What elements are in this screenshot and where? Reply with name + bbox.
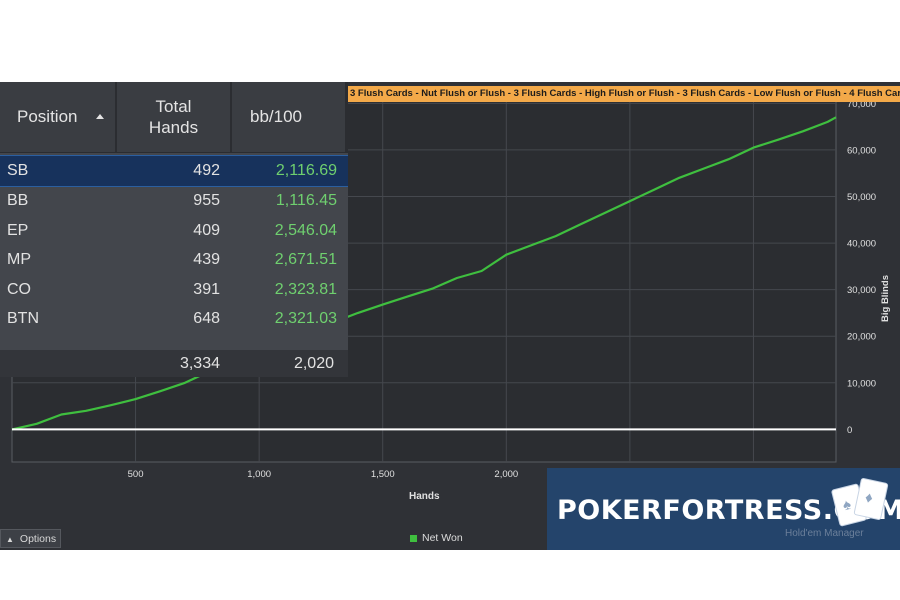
table-header: Position Total Hands bb/100	[0, 82, 348, 153]
cell-total-hands: 439	[193, 251, 220, 269]
column-header-position-label: Position	[17, 107, 78, 126]
cell-bb100: 2,116.69	[275, 161, 337, 179]
table-row[interactable]: SB 492 2,116.69	[0, 155, 348, 187]
filter-strip[interactable]: 3 Flush Cards - Nut Flush or Flush - 3 F…	[348, 86, 900, 102]
y-axis-title: Big Blinds	[880, 275, 891, 322]
column-header-position[interactable]: Position	[0, 82, 117, 152]
column-header-total-hands[interactable]: Total Hands	[117, 82, 232, 152]
y-tick-label: 0	[847, 425, 852, 436]
y-tick-label: 40,000	[847, 239, 876, 250]
cell-total-hands: 391	[193, 280, 220, 298]
x-axis-title: Hands	[409, 491, 440, 502]
position-stats-table: Position Total Hands bb/100 SB 492 2,116.69…	[0, 82, 348, 377]
cell-position: MP	[7, 251, 31, 269]
cell-total-hands: 648	[193, 310, 220, 328]
y-tick-label: 70,000	[847, 99, 876, 110]
y-tick-label: 60,000	[847, 145, 876, 156]
x-tick-label: 500	[128, 469, 144, 480]
chart-legend[interactable]: Net Won	[410, 531, 463, 545]
table-totals-row: 3,334 2,020	[0, 350, 348, 377]
cell-position: EP	[7, 221, 29, 239]
table-row[interactable]: CO 391 2,323.81	[0, 275, 348, 305]
cell-bb100: 2,323.81	[274, 280, 337, 298]
column-header-total-hands-label: Total Hands	[148, 97, 199, 137]
y-tick-label: 20,000	[847, 332, 876, 343]
holdem-manager-report: 5001,0001,5002,0002,5003,000010,00020,00…	[0, 82, 900, 550]
cell-total-hands: 955	[193, 192, 220, 210]
legend-swatch-net-won	[410, 534, 417, 542]
options-label: Options	[19, 533, 57, 545]
cell-bb100: 2,546.04	[274, 221, 337, 239]
table-row[interactable]: BB 955 1,116.45	[0, 187, 348, 217]
table-row[interactable]: BTN 648 2,321.03	[0, 305, 348, 335]
cell-total-hands: 492	[193, 161, 220, 179]
table-row[interactable]: MP 439 2,671.51	[0, 246, 348, 276]
cell-position: BB	[7, 192, 29, 210]
cell-bb100: 2,671.51	[274, 251, 337, 269]
y-tick-label: 30,000	[847, 285, 876, 296]
column-header-bb100[interactable]: bb/100	[232, 82, 348, 152]
pokerfortress-watermark: POKERFORTRESS.COM Hold'em Manager ♠ ♦	[547, 468, 900, 550]
cell-position: CO	[7, 280, 31, 298]
y-tick-label: 10,000	[847, 378, 876, 389]
table-row[interactable]: EP 409 2,546.04	[0, 216, 348, 246]
sort-ascending-icon	[96, 114, 104, 119]
y-tick-label: 50,000	[847, 192, 876, 203]
series-line-net-won	[11, 116, 837, 431]
table-body: SB 492 2,116.69 BB 955 1,116.45 EP 409 2,546.04 M…	[0, 153, 348, 334]
cell-position: BTN	[7, 310, 39, 328]
totals-bb100: 2,020	[293, 354, 334, 372]
legend-label-net-won: Net Won	[422, 532, 463, 544]
column-header-bb100-label: bb/100	[250, 107, 302, 126]
filter-strip-text: 3 Flush Cards - Nut Flush or Flush - 3 F…	[350, 88, 900, 99]
watermark-ghost-text: Hold'em Manager	[785, 528, 864, 539]
x-tick-label: 1,500	[371, 469, 395, 480]
cell-position: SB	[7, 161, 29, 179]
cell-total-hands: 409	[193, 221, 220, 239]
chevron-up-icon: ▲	[6, 535, 14, 544]
x-tick-label: 2,000	[494, 469, 518, 480]
x-tick-label: 1,000	[247, 469, 271, 480]
options-button[interactable]: ▲ Options	[0, 529, 61, 548]
cell-bb100: 1,116.45	[275, 192, 337, 210]
totals-total-hands: 3,334	[179, 354, 220, 372]
cell-bb100: 2,321.03	[274, 310, 337, 328]
